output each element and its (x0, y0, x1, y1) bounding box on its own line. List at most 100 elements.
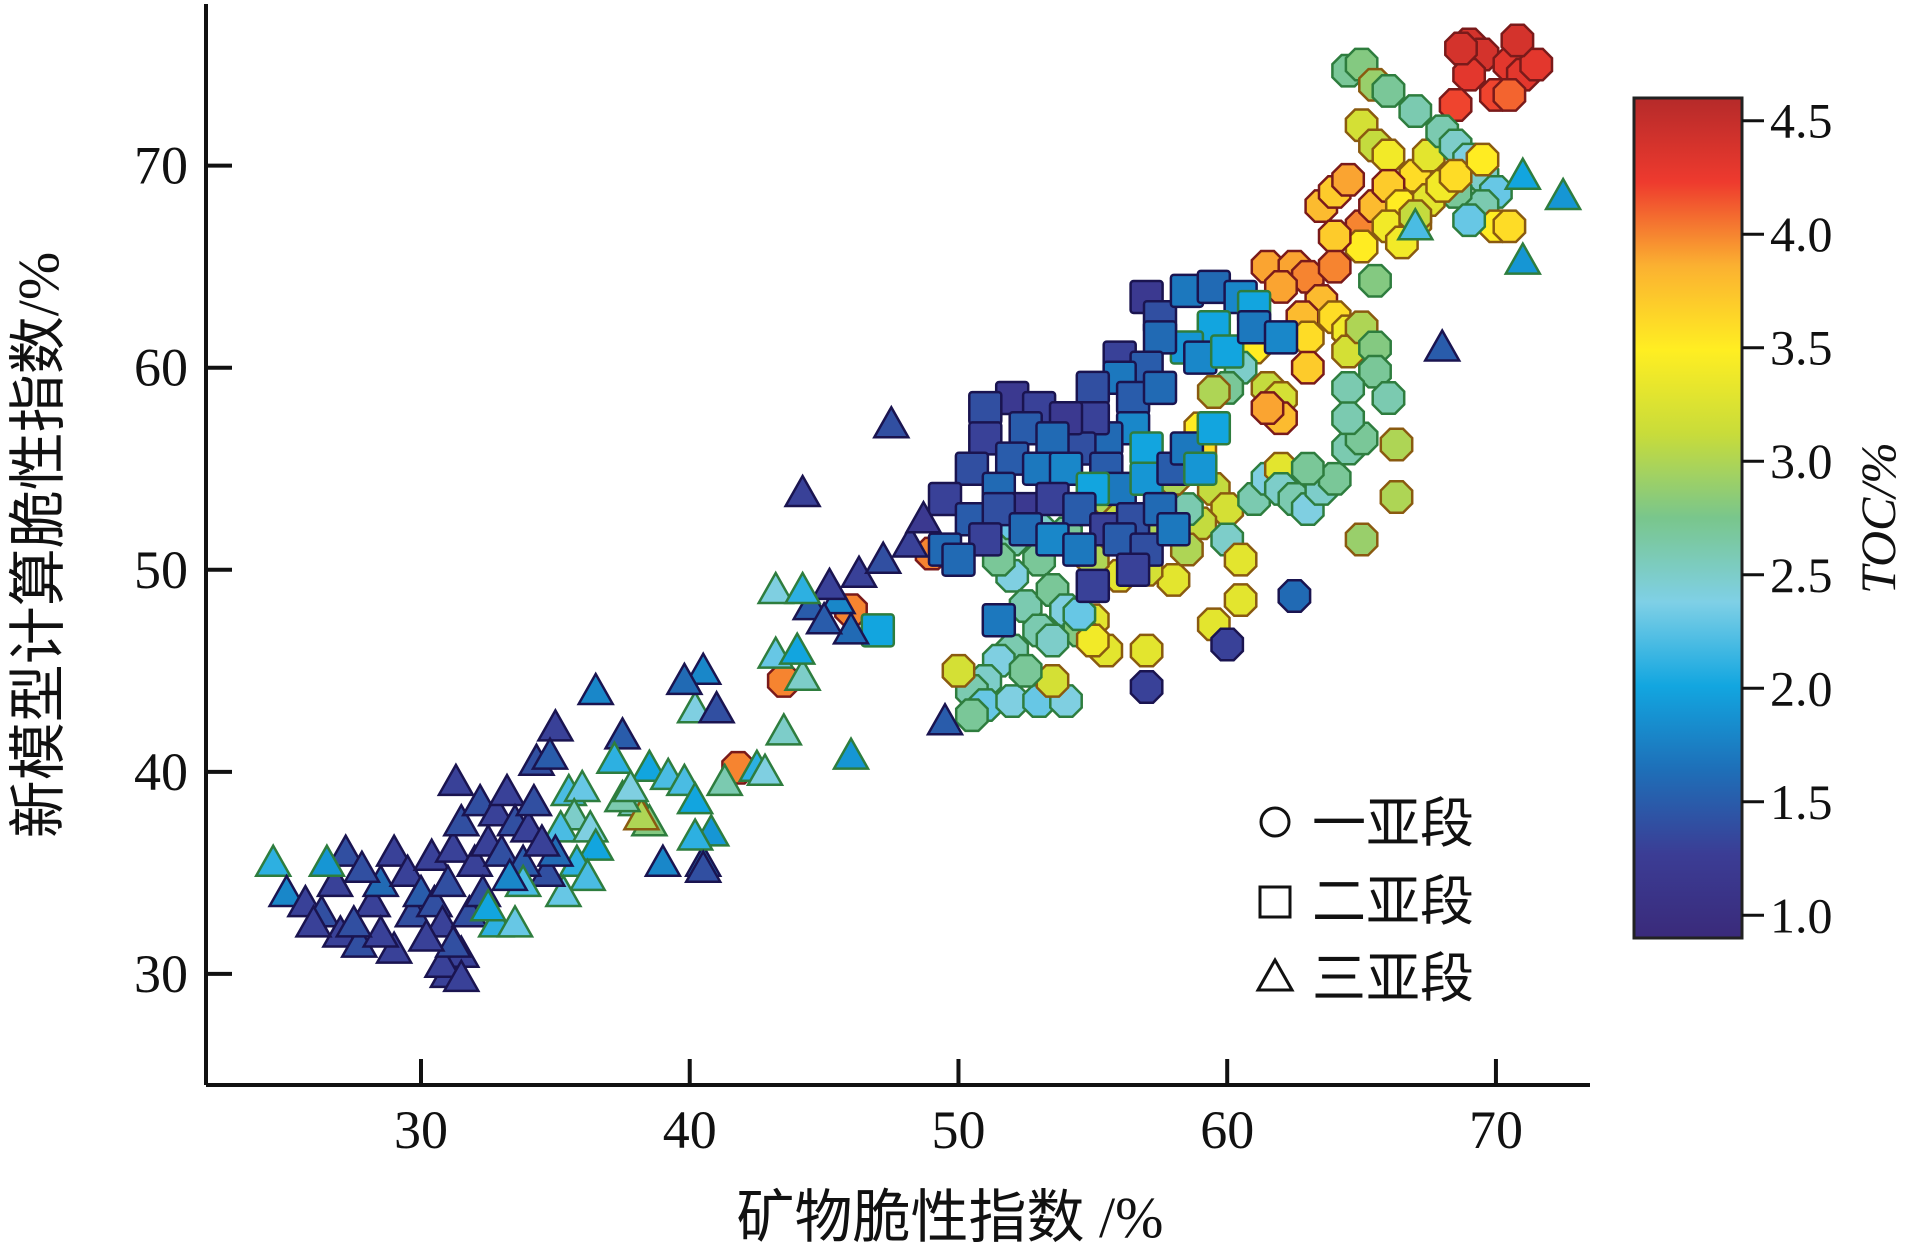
circle-point (1500, 23, 1535, 58)
square-point (1209, 334, 1245, 369)
triangle-point (568, 857, 607, 892)
legend-label-triangle: 三亚段 (1312, 949, 1474, 1009)
triangle-point (455, 843, 494, 877)
triangle-point (315, 863, 355, 898)
circle-point (1371, 138, 1406, 173)
circle-point (1277, 579, 1312, 613)
triangle-point (576, 671, 615, 706)
colorbar-title: TOC/% (1850, 442, 1906, 594)
square-point (1263, 320, 1299, 355)
triangle-point (831, 610, 871, 645)
circle-point (1438, 88, 1473, 122)
triangle-point (1396, 206, 1435, 241)
triangle-point (810, 566, 849, 601)
triangle-point (872, 404, 911, 439)
triangle-point (603, 715, 642, 750)
triangle-point (904, 499, 943, 534)
triangle-point (705, 762, 744, 797)
triangle-point (342, 849, 382, 884)
circle-point (1379, 427, 1414, 462)
square-point (1115, 552, 1151, 588)
triangle-point (595, 740, 634, 774)
square-point (1062, 532, 1097, 567)
triangle-point (541, 808, 580, 843)
circle-point (1290, 350, 1325, 385)
triangle-point (684, 651, 723, 686)
triangle-point (469, 887, 508, 922)
circle-point (1331, 401, 1366, 436)
triangle-point (544, 873, 583, 908)
y-ticks: 30 40 50 60 70 (134, 136, 232, 1004)
colorbar-tick-label: 2.5 (1770, 547, 1833, 603)
circle-point (1035, 623, 1070, 658)
square-point (1075, 568, 1111, 604)
triangle-point (831, 736, 871, 770)
axes-layer (204, 4, 1590, 1087)
triangle-point (630, 748, 669, 783)
triangle-point (1503, 156, 1542, 190)
circle-point (1129, 669, 1164, 704)
triangle-point (576, 827, 615, 861)
triangle-point (697, 689, 736, 724)
circle-point (1371, 381, 1406, 415)
triangle-point (423, 944, 462, 979)
y-tick-label: 50 (134, 540, 188, 600)
triangle-point (434, 829, 473, 863)
triangle-point (764, 711, 803, 746)
circle-point (1075, 623, 1110, 658)
square-point (981, 603, 1017, 638)
circle-point (1008, 653, 1043, 688)
x-tick-label: 60 (1200, 1100, 1254, 1160)
square-point (941, 542, 976, 577)
x-tick-label: 30 (394, 1100, 448, 1160)
y-tick-label: 60 (134, 338, 188, 398)
y-tick-label: 70 (134, 136, 188, 196)
triangle-point (326, 833, 365, 867)
triangle-point (428, 863, 468, 898)
circle-point (1465, 142, 1500, 177)
triangle-point (353, 883, 392, 918)
x-tick-label: 50 (931, 1100, 985, 1160)
triangle-point (528, 853, 567, 888)
circle-point (1290, 451, 1325, 486)
triangle-point (665, 661, 704, 696)
colorbar-tick-label: 4.5 (1770, 93, 1833, 149)
triangle-point (514, 782, 554, 817)
triangle-point (783, 570, 822, 605)
triangle-point (925, 701, 965, 736)
legend: 一亚段 二亚段 三亚段 (1255, 794, 1474, 1009)
legend-item-square: 二亚段 (1258, 872, 1474, 932)
colorbar-ticks: 1.0 1.5 2.0 2.5 3.0 3.5 4.0 4.5 (1742, 93, 1833, 943)
colorbar-tick-label: 3.5 (1770, 320, 1833, 376)
y-tick-label: 40 (134, 742, 188, 802)
circle-point (1379, 480, 1414, 514)
circle-point (1210, 627, 1245, 662)
triangle-point (442, 802, 481, 837)
triangle-point (442, 958, 481, 993)
triangle-point (307, 843, 347, 877)
triangle-point (361, 913, 400, 948)
triangle-point (1503, 241, 1542, 275)
triangle-point (434, 924, 473, 958)
triangle-point (675, 816, 715, 851)
circle-point (1492, 77, 1527, 112)
square-point (1156, 512, 1191, 547)
circle-point (1452, 57, 1487, 92)
triangle-point (643, 843, 683, 877)
circle-point (1344, 522, 1379, 557)
square-point (968, 522, 1003, 557)
triangle-point (622, 796, 661, 831)
legend-circle-marker (1259, 806, 1291, 838)
triangle-point (756, 570, 795, 605)
colorbar-tick-label: 2.0 (1770, 660, 1833, 716)
triangle-point (522, 822, 562, 857)
circle-point (1250, 391, 1285, 426)
triangle-point (487, 772, 527, 807)
triangle-point (477, 792, 516, 827)
triangle-point (267, 873, 306, 908)
y-axis-title: 新模型计算脆性指数/% (6, 252, 71, 838)
circle-point (941, 653, 976, 688)
circle-point (1358, 263, 1392, 298)
